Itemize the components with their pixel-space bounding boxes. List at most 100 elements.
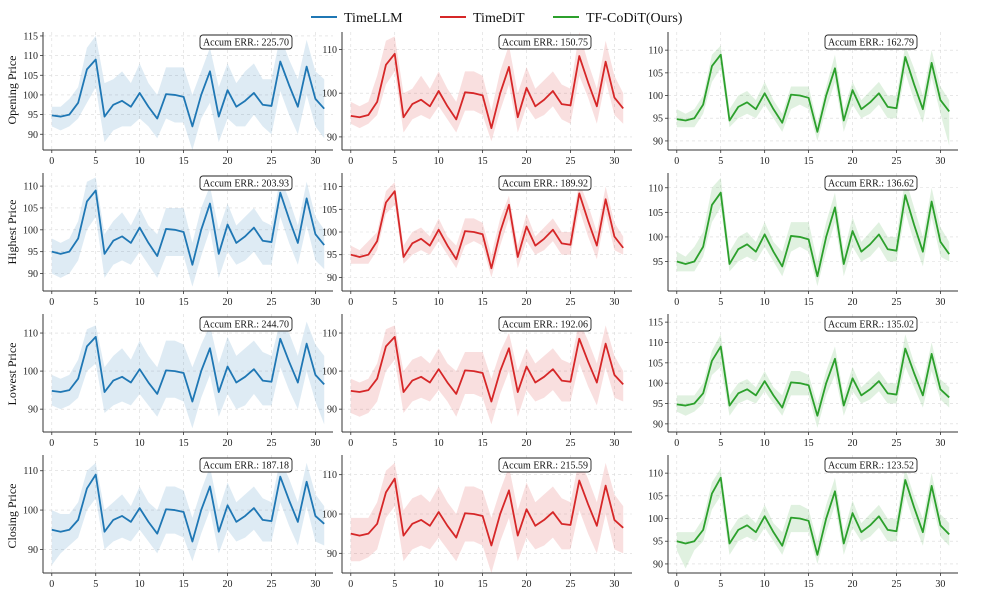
panel-highest-price-timellm: 0 5 10 15 20 25 30 90 95 100 105 110 Accum ERR.: 203…: [23, 173, 333, 308]
band-highest-price-tf-codit-ours: [676, 177, 950, 287]
x-tick-label: 15: [478, 438, 488, 449]
x-tick-label: 30: [609, 297, 619, 308]
y-tick-label: 105: [648, 208, 663, 219]
y-tick-label: 110: [322, 45, 337, 56]
x-tick-label: 5: [93, 438, 98, 449]
x-tick-label: 30: [310, 438, 320, 449]
y-tick-label: 105: [648, 68, 663, 79]
y-tick-label: 110: [322, 329, 337, 340]
y-tick-label: 90: [653, 559, 663, 570]
band-closing-price-tf-codit-ours: [676, 468, 950, 569]
y-tick-label: 100: [23, 225, 38, 236]
x-tick-label: 20: [848, 579, 858, 590]
legend-label-tf-codit: TF-CoDiT(Ours): [586, 11, 683, 26]
x-tick-label: 25: [266, 297, 276, 308]
accum-err-box: [199, 316, 293, 332]
band-closing-price-timedit: [350, 458, 624, 573]
x-tick-label: 25: [266, 438, 276, 449]
x-tick-label: 0: [674, 579, 679, 590]
accum-err-label: Accum ERR.: 135.02: [828, 320, 914, 331]
y-tick-label: 90: [28, 405, 38, 416]
x-tick-label: 25: [565, 438, 575, 449]
x-tick-label: 25: [565, 297, 575, 308]
x-tick-label: 15: [179, 579, 189, 590]
x-tick-label: 0: [674, 297, 679, 308]
panel-closing-price-timellm: 0 5 10 15 20 25 30 90 100 110 Accum ERR.: 187.18: [23, 455, 333, 590]
line-highest-price-timellm: [51, 189, 325, 266]
x-tick-label: 15: [179, 438, 189, 449]
x-tick-label: 10: [760, 579, 770, 590]
accum-err-box: [199, 175, 293, 191]
y-tick-label: 110: [23, 182, 38, 193]
row-label-opening-price: Opening Price: [5, 56, 19, 125]
x-tick-label: 15: [804, 438, 814, 449]
grid-opening-price-timedit: [342, 32, 632, 150]
x-tick-label: 30: [310, 297, 320, 308]
x-tick-label: 0: [348, 438, 353, 449]
x-tick-label: 25: [565, 579, 575, 590]
x-tick-label: 15: [478, 156, 488, 167]
line-opening-price-timellm: [51, 58, 325, 128]
x-tick-label: 5: [718, 579, 723, 590]
panel-lowest-price-timedit: 0 5 10 15 20 25 30 90 100 110 Accum ERR.: 192.06: [322, 314, 632, 449]
accum-err-label: Accum ERR.: 123.52: [828, 461, 914, 472]
x-tick-label: 20: [522, 156, 532, 167]
x-tick-label: 10: [135, 156, 145, 167]
x-tick-label: 5: [93, 156, 98, 167]
x-tick-label: 10: [135, 438, 145, 449]
x-tick-label: 20: [848, 156, 858, 167]
x-tick-label: 30: [609, 156, 619, 167]
accum-err-box: [498, 457, 592, 473]
grid-highest-price-timellm: [43, 173, 333, 291]
y-tick-label: 90: [327, 132, 337, 143]
y-tick-label: 90: [327, 273, 337, 284]
grid-lowest-price-timellm: [43, 314, 333, 432]
y-tick-label: 110: [648, 469, 663, 480]
legend-label-timellm: TimeLLM: [344, 11, 403, 26]
y-tick-label: 100: [648, 379, 663, 390]
band-lowest-price-timellm: [51, 321, 325, 429]
x-tick-label: 15: [179, 156, 189, 167]
line-highest-price-timedit: [350, 190, 624, 270]
accum-err-label: Accum ERR.: 225.70: [203, 38, 289, 49]
panel-lowest-price-timellm: 0 5 10 15 20 25 30 90 100 110 Accum ERR.: 244.70: [23, 314, 333, 449]
x-tick-label: 5: [392, 579, 397, 590]
x-tick-label: 30: [609, 438, 619, 449]
accum-err-box: [498, 34, 592, 50]
accum-err-label: Accum ERR.: 150.75: [502, 38, 588, 49]
y-tick-label: 105: [322, 205, 337, 216]
panel-closing-price-timedit: 0 5 10 15 20 25 30 90 100 110 Accum ERR.: 215.59: [322, 455, 632, 590]
y-tick-label: 95: [28, 247, 38, 258]
x-tick-label: 0: [49, 156, 54, 167]
accum-err-box: [824, 175, 918, 191]
y-tick-label: 95: [653, 399, 663, 410]
y-tick-label: 110: [23, 51, 38, 62]
x-tick-label: 20: [223, 579, 233, 590]
line-lowest-price-timellm: [51, 335, 325, 403]
band-highest-price-timellm: [51, 177, 325, 287]
y-tick-label: 95: [653, 114, 663, 125]
y-tick-label: 100: [648, 514, 663, 525]
x-tick-label: 30: [310, 156, 320, 167]
x-tick-label: 10: [760, 438, 770, 449]
y-tick-label: 110: [23, 329, 38, 340]
row-label-closing-price: Closing Price: [5, 484, 19, 549]
accum-err-box: [824, 457, 918, 473]
panel-lowest-price-tf-codit-ours: 0 5 10 15 20 25 30 90 95 100 105 110 115 Accum ERR.: …: [648, 314, 958, 449]
y-tick-label: 90: [28, 545, 38, 556]
x-tick-label: 10: [434, 156, 444, 167]
y-tick-label: 100: [648, 232, 663, 243]
y-tick-label: 115: [648, 318, 663, 329]
accum-err-box: [498, 316, 592, 332]
grid-lowest-price-timedit: [342, 314, 632, 432]
line-lowest-price-tf-codit-ours: [676, 345, 950, 417]
x-tick-label: 5: [718, 297, 723, 308]
x-tick-label: 10: [135, 297, 145, 308]
panel-highest-price-timedit: 0 5 10 15 20 25 30 90 95 100 105 110 Accum ERR.: 189…: [322, 173, 632, 308]
panel-opening-price-tf-codit-ours: 0 5 10 15 20 25 30 90 95 100 105 110 Accum ERR.: 162…: [648, 32, 958, 167]
row-label-highest-price: Highest Price: [5, 200, 19, 265]
y-tick-label: 95: [653, 257, 663, 268]
x-tick-label: 20: [223, 438, 233, 449]
line-closing-price-tf-codit-ours: [676, 476, 950, 556]
x-tick-label: 20: [848, 438, 858, 449]
